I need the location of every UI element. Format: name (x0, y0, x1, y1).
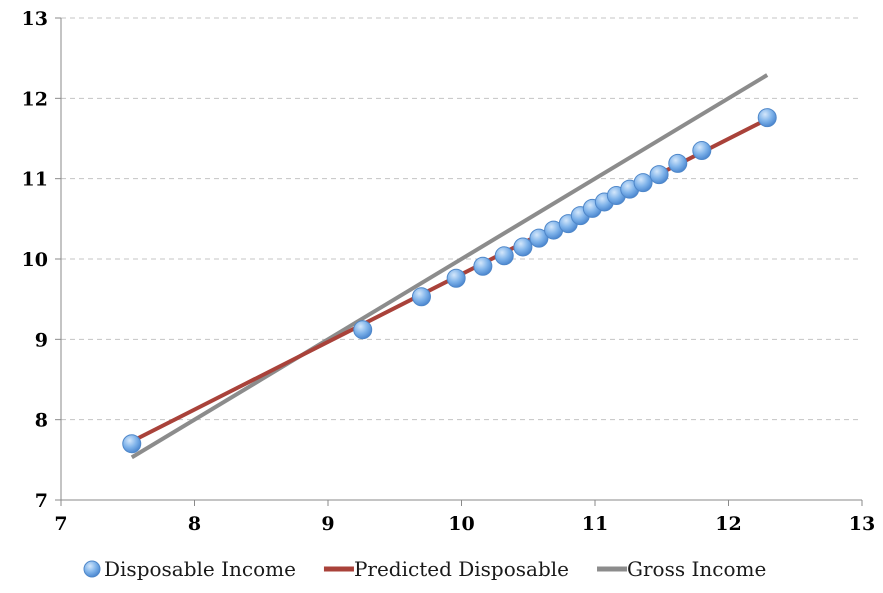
series-line-gross-income (130, 73, 769, 460)
y-tick-label: 8 (35, 410, 48, 432)
data-point (692, 141, 712, 161)
x-tick-label: 10 (448, 513, 474, 535)
data-point (353, 320, 373, 340)
data-point (473, 256, 493, 276)
y-tick-label: 12 (22, 88, 48, 110)
x-tick-label: 8 (188, 513, 201, 535)
data-point (649, 165, 669, 185)
gridlines (61, 17, 862, 421)
x-tick-label: 11 (582, 513, 608, 535)
legend-label: Predicted Disposable (354, 557, 569, 581)
scatter-points (122, 108, 777, 454)
x-tick-label: 12 (715, 513, 741, 535)
data-point (122, 434, 142, 454)
x-tick-labels: 7 8 9 10 11 12 13 (54, 513, 875, 535)
data-point (411, 287, 431, 307)
x-tick-label: 9 (321, 513, 334, 535)
data-point (529, 228, 549, 248)
y-tick-label: 7 (35, 490, 48, 512)
data-point (446, 268, 466, 288)
x-tick-label: 13 (849, 513, 875, 535)
axes (55, 17, 863, 506)
data-point (513, 237, 533, 257)
data-point (633, 173, 653, 193)
series-lines (130, 73, 769, 460)
y-tick-label: 9 (35, 329, 48, 351)
y-tick-label: 10 (22, 249, 48, 271)
y-tick-labels: 7 8 9 10 11 12 13 (22, 8, 48, 512)
legend: Disposable Income Predicted Disposable Gro… (83, 557, 766, 581)
x-tick-label: 7 (54, 513, 67, 535)
legend-marker-scatter (83, 560, 101, 578)
legend-label: Gross Income (627, 557, 766, 581)
data-point (757, 108, 777, 128)
data-point (668, 153, 688, 173)
y-tick-label: 13 (22, 8, 48, 30)
legend-label: Disposable Income (104, 557, 296, 581)
data-point (494, 246, 514, 266)
y-tick-label: 11 (22, 169, 48, 191)
